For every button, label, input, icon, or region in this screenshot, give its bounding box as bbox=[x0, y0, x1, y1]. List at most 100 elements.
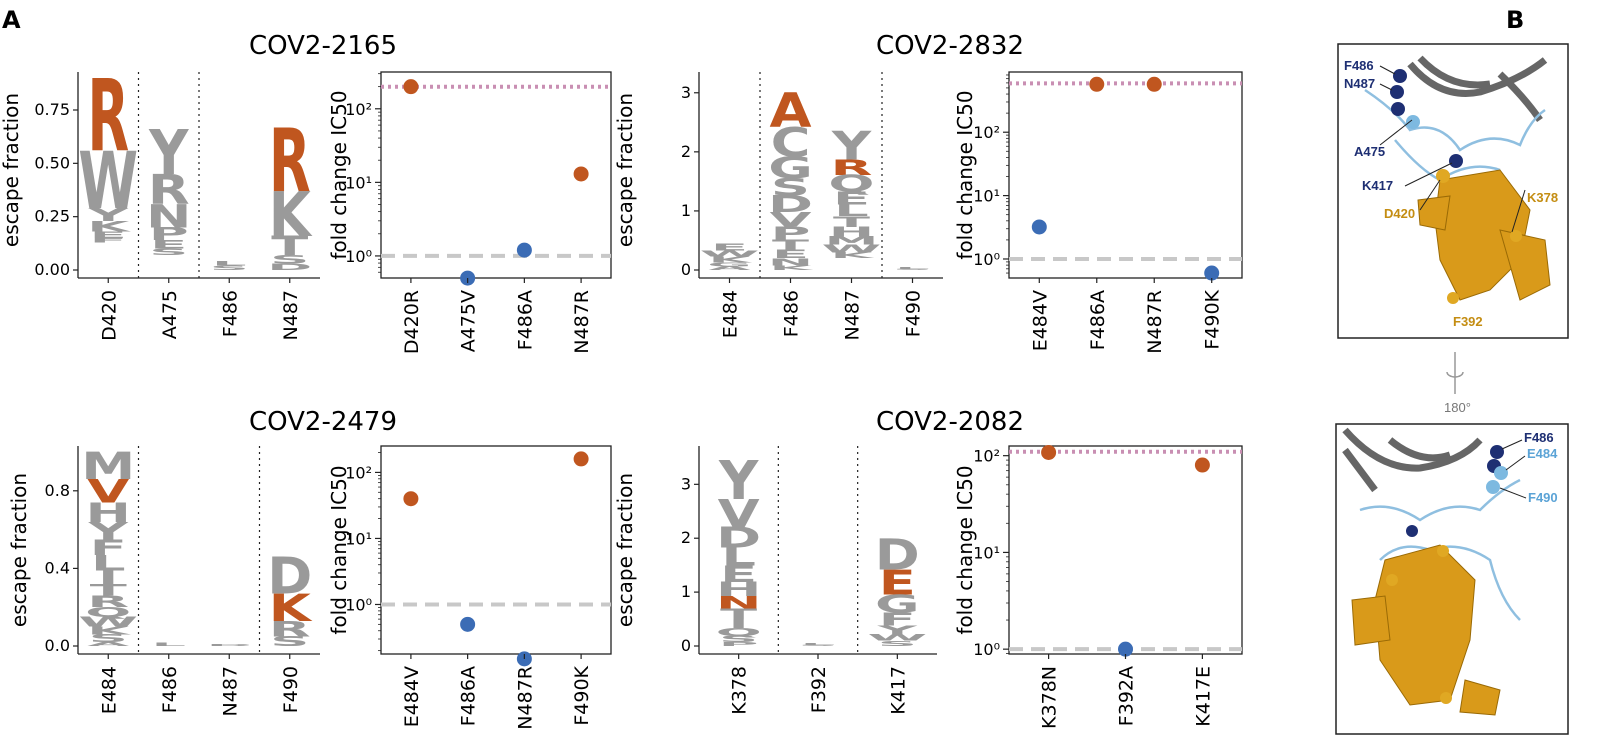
y-tick-label: 10² bbox=[345, 100, 372, 119]
rotate-arrow-icon bbox=[1446, 371, 1464, 378]
logo-letter: E bbox=[720, 562, 757, 588]
y-tick-label: 10⁰ bbox=[345, 595, 372, 614]
x-tick-label: E484 bbox=[98, 666, 120, 714]
structure-label-d420: D420 bbox=[1384, 206, 1415, 221]
plot-frame bbox=[380, 445, 612, 655]
logo-letter: T bbox=[772, 237, 809, 254]
logo-letter: L bbox=[895, 267, 930, 270]
logo-letter: D bbox=[267, 547, 312, 606]
structure-label-n487-top: N487 bbox=[1344, 76, 1375, 91]
data-point bbox=[516, 242, 532, 258]
logo-letter: K bbox=[269, 179, 313, 251]
logo-letter: R bbox=[831, 155, 873, 180]
logo-letter: S bbox=[149, 247, 188, 257]
x-tick-label: F392 bbox=[808, 666, 830, 713]
y-axis-label: fold change IC50 bbox=[953, 465, 977, 634]
x-tick-label: F490K bbox=[571, 665, 593, 725]
logo-letter: K bbox=[708, 255, 753, 264]
x-tick-label: N487 bbox=[842, 290, 864, 340]
logo-letter: E bbox=[833, 188, 870, 209]
logo-letter: T bbox=[90, 581, 128, 599]
logo-letter: W bbox=[700, 249, 760, 258]
logo-letter: P bbox=[719, 641, 759, 647]
data-point bbox=[1041, 444, 1057, 460]
logo-letter: F bbox=[90, 237, 127, 244]
logo-letter: N bbox=[146, 198, 191, 235]
structure-label-f486-bottom: F486 bbox=[1524, 430, 1554, 445]
x-tick-label: E484V bbox=[1029, 290, 1051, 351]
logo-letter: A bbox=[769, 84, 812, 139]
logo-letter: W bbox=[822, 243, 882, 255]
logo-letter: D bbox=[716, 522, 761, 554]
y-tick-label: 0.4 bbox=[45, 558, 70, 577]
logo-letter: D bbox=[267, 262, 312, 272]
logo-letter: M bbox=[824, 234, 878, 247]
logo-letter: S bbox=[719, 634, 758, 644]
x-tick-label: N487 bbox=[219, 666, 241, 716]
structure-label-f392: F392 bbox=[1453, 314, 1483, 329]
y-tick-label: 0.25 bbox=[34, 207, 70, 226]
x-tick-label: F490 bbox=[280, 666, 302, 713]
x-tick-label: A475V bbox=[458, 290, 480, 352]
data-point bbox=[573, 166, 589, 182]
logo-letter: L bbox=[801, 643, 836, 646]
x-tick-label: F486 bbox=[159, 666, 181, 713]
structure-label-f486-top: F486 bbox=[1344, 58, 1374, 73]
logo-letter: S bbox=[210, 265, 249, 272]
logo-letter: L bbox=[151, 642, 186, 647]
logo-letter: V bbox=[718, 492, 761, 537]
x-tick-label: D420R bbox=[401, 290, 423, 354]
logo-letter: W bbox=[867, 633, 927, 643]
logo-letter: R bbox=[148, 166, 190, 214]
antibody-title: COV2-2165 bbox=[249, 31, 397, 61]
logo-letter: K bbox=[87, 625, 131, 637]
structure-label-a475: A475 bbox=[1354, 144, 1385, 159]
y-tick-label: 10⁰ bbox=[973, 640, 1000, 659]
logo-letter: R bbox=[87, 59, 129, 174]
x-tick-label: K417E bbox=[1192, 666, 1214, 727]
y-tick-label: 2 bbox=[681, 142, 691, 161]
data-point bbox=[1118, 641, 1133, 657]
x-tick-label: D420 bbox=[98, 290, 120, 341]
x-tick-label: F392A bbox=[1116, 666, 1138, 726]
ace2-helices-bottom bbox=[1342, 427, 1483, 493]
logo-letter: Y bbox=[87, 517, 128, 545]
logo-letter: H bbox=[716, 578, 761, 601]
rbd-core-bottom bbox=[1351, 544, 1501, 716]
y-tick-label: 10² bbox=[973, 123, 1000, 142]
logo-letter: Q bbox=[828, 170, 874, 197]
structure-top-view: F486 N487 A475 K417 K378 D420 F392 bbox=[1337, 43, 1569, 339]
logo-letter: L bbox=[721, 543, 756, 572]
logo-letter: E bbox=[150, 238, 187, 251]
logo-letter: Y bbox=[148, 117, 189, 189]
y-tick-label: 10¹ bbox=[345, 529, 372, 548]
logo-letter: G bbox=[875, 589, 920, 618]
x-tick-label: N487R bbox=[1144, 290, 1166, 354]
logo-letter: T bbox=[271, 231, 308, 262]
leader-lines-top bbox=[1379, 65, 1526, 233]
logo-letter: P bbox=[149, 224, 189, 244]
y-axis-label: escape fraction bbox=[613, 93, 637, 247]
y-tick-label: 0 bbox=[681, 636, 691, 655]
y-tick-label: 10² bbox=[973, 447, 1000, 466]
logo-letter: S bbox=[798, 645, 837, 647]
logo-letter: F bbox=[90, 535, 127, 560]
data-point bbox=[1194, 457, 1210, 473]
y-tick-label: 10⁰ bbox=[345, 247, 372, 266]
y-tick-label: 1 bbox=[681, 201, 691, 220]
panel-a-letter: A bbox=[2, 6, 21, 34]
antibody-title: COV2-2832 bbox=[876, 31, 1024, 61]
y-tick-label: 2 bbox=[681, 528, 691, 547]
logo-letter: E bbox=[711, 242, 748, 253]
logo-letter: G bbox=[707, 261, 752, 268]
logo-letter: R bbox=[269, 111, 311, 213]
x-tick-label: F486A bbox=[514, 290, 536, 350]
x-tick-label: E484 bbox=[720, 290, 742, 338]
logo-letter: S bbox=[878, 639, 917, 648]
logo-letter: R bbox=[269, 617, 311, 642]
